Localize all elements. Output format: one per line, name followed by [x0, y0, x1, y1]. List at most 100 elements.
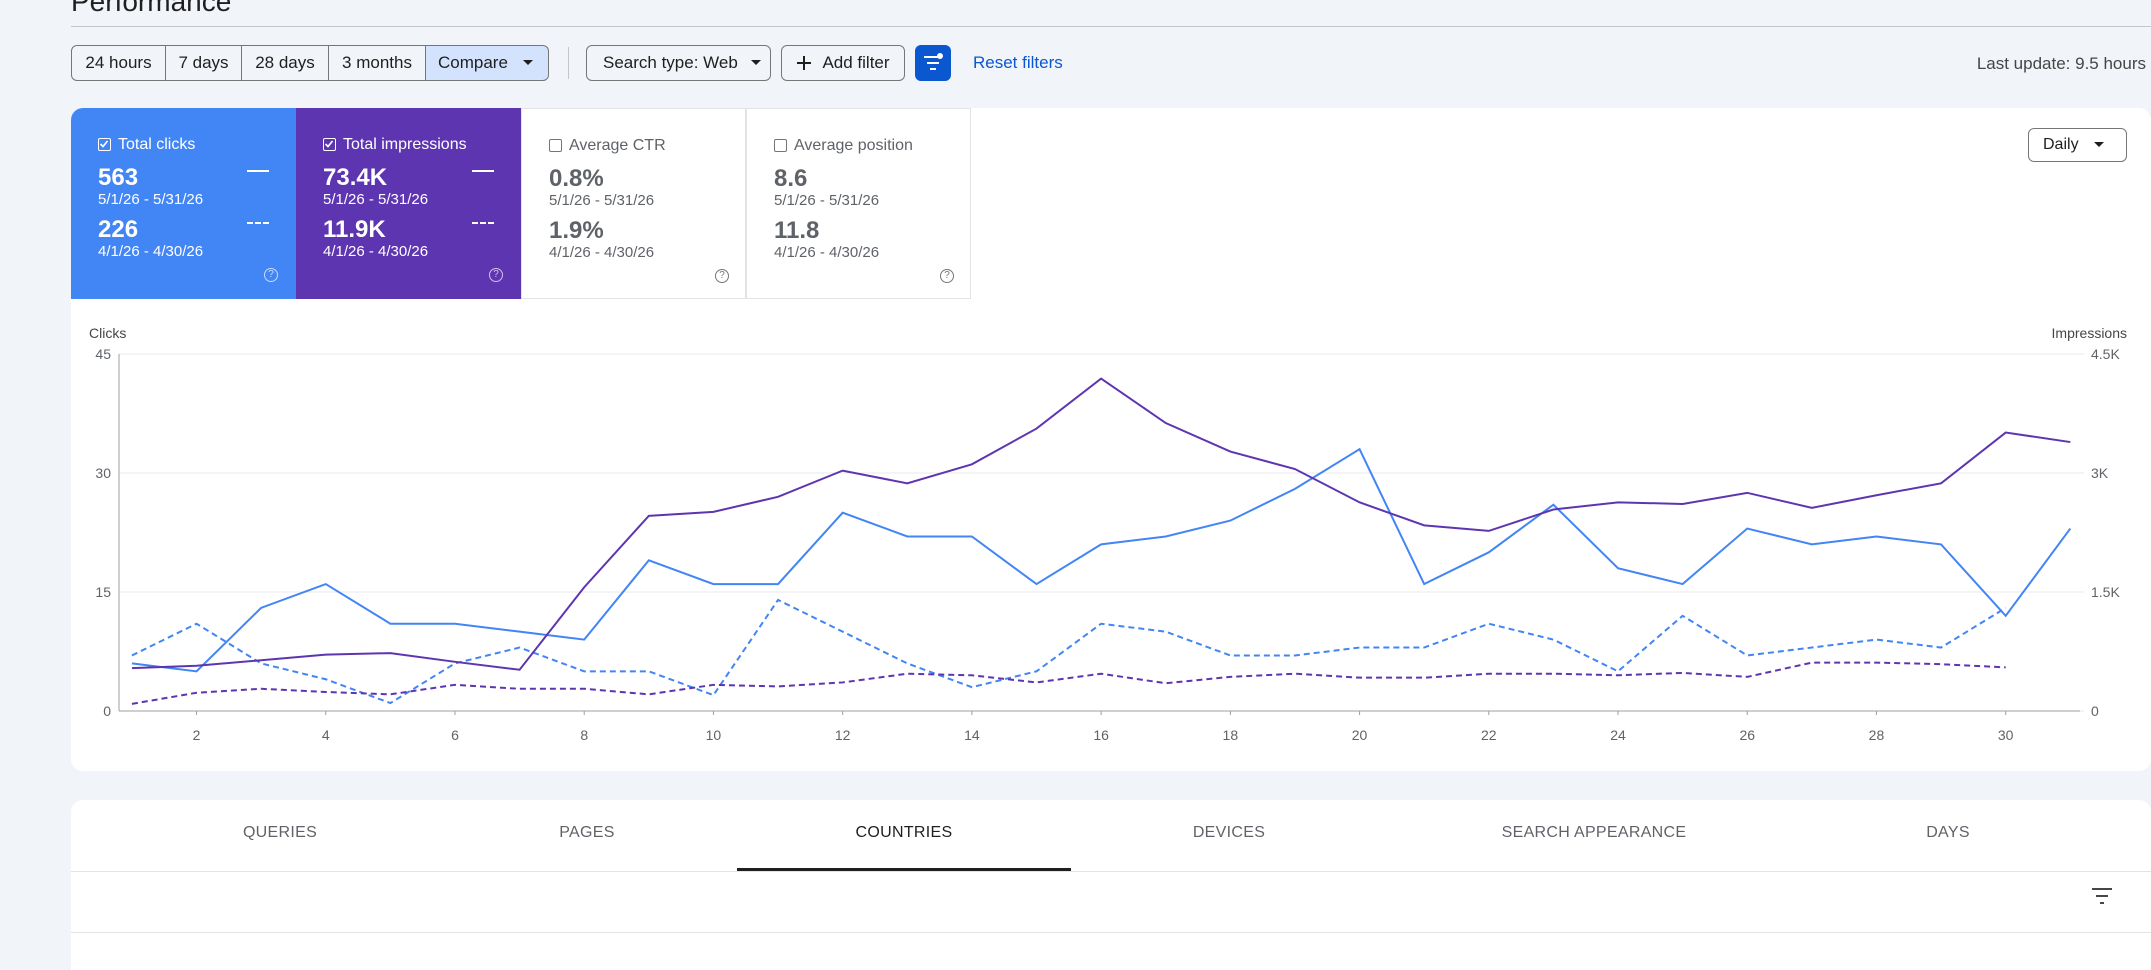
- date-range: 4/1/26 - 4/30/26: [549, 244, 655, 261]
- checkbox[interactable]: [774, 139, 787, 152]
- checkbox[interactable]: [98, 138, 111, 151]
- metric-value: 563: [98, 164, 139, 191]
- help-icon[interactable]: ?: [940, 269, 954, 283]
- divider: [71, 26, 2151, 27]
- metric-card[interactable]: Average CTR 0.8% 5/1/26 - 5/31/26 1.9% 4/1/2…: [521, 108, 746, 299]
- series-line: [131, 377, 2071, 671]
- date-range: 5/1/26 - 5/31/26: [549, 192, 655, 209]
- card-label: Total clicks: [118, 136, 196, 153]
- help-icon[interactable]: ?: [715, 269, 729, 283]
- divider: [71, 932, 2151, 933]
- range-button[interactable]: 7 days: [165, 45, 242, 81]
- page-title: Performance: [71, 0, 232, 17]
- solid-legend: [247, 170, 269, 172]
- range-button[interactable]: 24 hours: [71, 45, 166, 81]
- filter-icon: [924, 53, 943, 70]
- x-tick-label: 24: [1610, 727, 1626, 743]
- tab[interactable]: DAYS: [1926, 824, 1970, 841]
- metric-card[interactable]: Average position 8.6 5/1/26 - 5/31/26 11.8 4…: [746, 108, 971, 299]
- separator: [568, 47, 569, 79]
- metric-value: 73.4K: [323, 164, 388, 191]
- y2-tick-label: 1.5K: [2091, 584, 2120, 600]
- date-range: 4/1/26 - 4/30/26: [323, 243, 429, 260]
- last-update: Last update: 9.5 hours: [1976, 54, 2146, 73]
- x-tick-label: 10: [706, 727, 722, 743]
- caret: [750, 60, 761, 65]
- metric-value: 1.9%: [549, 217, 604, 244]
- date-range: 5/1/26 - 5/31/26: [323, 191, 429, 208]
- y-tick-label: 45: [95, 346, 111, 362]
- search-type-button[interactable]: Search type: Web: [586, 45, 771, 81]
- y-tick-label: 30: [95, 465, 111, 481]
- range-button[interactable]: 3 months: [328, 45, 426, 81]
- plus-icon: [797, 56, 812, 70]
- check-mark: [99, 140, 109, 148]
- card-label: Average position: [794, 137, 913, 154]
- metric-value: 0.8%: [549, 165, 604, 192]
- date-range: 5/1/26 - 5/31/26: [774, 192, 880, 209]
- x-tick-label: 12: [835, 727, 851, 743]
- caret: [522, 60, 533, 65]
- x-tick-label: 20: [1352, 727, 1368, 743]
- compare-button[interactable]: Compare: [425, 45, 549, 81]
- x-tick-label: 26: [1739, 727, 1755, 743]
- date-range: 5/1/26 - 5/31/26: [98, 191, 204, 208]
- table-filter-icon[interactable]: [2090, 885, 2114, 907]
- y2-tick-label: 0: [2091, 703, 2099, 719]
- tab-indicator: [737, 868, 1071, 871]
- filter-settings-button[interactable]: [915, 45, 951, 81]
- compare-label: Compare: [438, 53, 508, 72]
- granularity-dropdown[interactable]: Daily: [2028, 128, 2127, 162]
- x-tick-label: 28: [1869, 727, 1885, 743]
- metric-value: 11.8: [774, 217, 820, 244]
- series-line: [131, 447, 2072, 673]
- tab[interactable]: PAGES: [559, 824, 615, 841]
- y2-axis-title: Impressions: [2052, 325, 2127, 341]
- checkbox[interactable]: [323, 138, 336, 151]
- date-range: 4/1/26 - 4/30/26: [774, 244, 880, 261]
- x-tick-label: 14: [964, 727, 980, 743]
- x-tick-label: 6: [451, 727, 459, 743]
- x-tick-label: 16: [1093, 727, 1109, 743]
- metric-value: 226: [98, 216, 139, 243]
- divider: [71, 871, 2151, 872]
- comparison-line: [131, 661, 2006, 705]
- solid-legend: [472, 170, 494, 172]
- granularity-label: Daily: [2043, 136, 2079, 153]
- add-filter-button[interactable]: Add filter: [781, 45, 905, 81]
- caret: [2093, 142, 2104, 147]
- tab[interactable]: COUNTRIES: [855, 824, 953, 841]
- table-panel: [71, 800, 2151, 970]
- comparison-line: [131, 598, 2007, 705]
- metric-card[interactable]: Total clicks 563 5/1/26 - 5/31/26 226 4/1/26…: [71, 108, 296, 299]
- search-type-label: Search type: Web: [603, 53, 738, 72]
- tab[interactable]: DEVICES: [1192, 824, 1266, 841]
- y-tick-label: 15: [95, 584, 111, 600]
- dashed-legend: [472, 222, 494, 224]
- help-icon[interactable]: ?: [489, 268, 503, 282]
- y-tick-label: 0: [103, 703, 111, 719]
- add-filter-label: Add filter: [822, 53, 890, 72]
- x-tick-label: 2: [193, 727, 201, 743]
- help-icon[interactable]: ?: [264, 268, 278, 282]
- x-tick-label: 18: [1223, 727, 1239, 743]
- card-label: Average CTR: [569, 137, 666, 154]
- checkbox[interactable]: [549, 139, 562, 152]
- x-tick-label: 30: [1998, 727, 2014, 743]
- metric-card[interactable]: Total impressions 73.4K 5/1/26 - 5/31/26 11…: [296, 108, 521, 299]
- reset-filters-link[interactable]: Reset filters: [973, 53, 1063, 72]
- check-mark: [324, 140, 334, 148]
- metric-value: 11.9K: [323, 216, 386, 243]
- x-tick-label: 22: [1481, 727, 1497, 743]
- metric-value: 8.6: [774, 165, 808, 192]
- x-tick-label: 4: [322, 727, 330, 743]
- date-range: 4/1/26 - 4/30/26: [98, 243, 204, 260]
- y2-tick-label: 4.5K: [2091, 346, 2120, 362]
- card-label: Total impressions: [343, 136, 467, 153]
- y2-tick-label: 3K: [2091, 465, 2109, 481]
- tab[interactable]: QUERIES: [242, 824, 318, 841]
- x-tick-label: 8: [580, 727, 588, 743]
- tab[interactable]: SEARCH APPEARANCE: [1501, 824, 1687, 841]
- dashed-legend: [247, 222, 269, 224]
